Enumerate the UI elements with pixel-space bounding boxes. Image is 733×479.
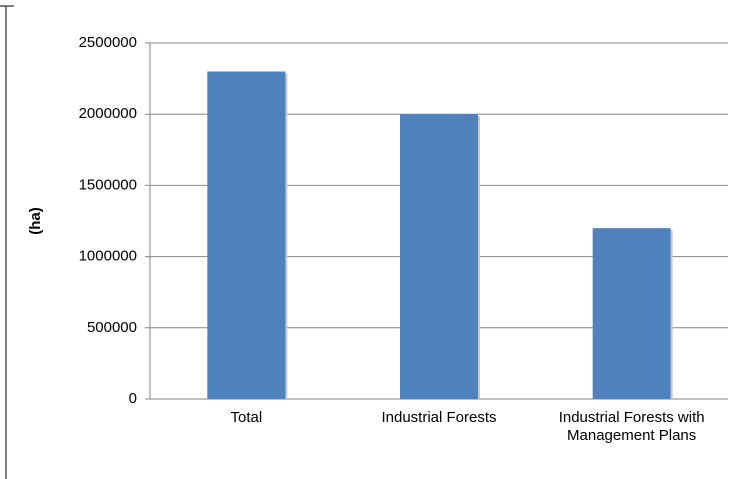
bar: [592, 228, 671, 399]
y-tick-label: 2500000: [79, 34, 137, 51]
y-axis-label: (ha): [27, 207, 44, 235]
y-tick-label: 1000000: [79, 248, 137, 265]
bar: [400, 114, 478, 399]
y-tick-label: 500000: [87, 319, 137, 336]
y-tick-label: 1500000: [79, 176, 137, 193]
x-tick-label: Industrial Forests with Management Plans: [558, 409, 705, 444]
x-tick-label-box: Industrial Forests: [381, 409, 497, 426]
x-tick-label-box: Industrial Forests with Management Plans: [558, 409, 705, 444]
x-tick-label-box: Total: [230, 409, 263, 426]
y-tick-label: 2000000: [79, 105, 137, 122]
x-tick-label: Industrial Forests: [381, 409, 497, 426]
bar: [207, 71, 286, 399]
y-tick-label: 0: [129, 390, 137, 407]
x-tick-label: Total: [230, 409, 263, 426]
